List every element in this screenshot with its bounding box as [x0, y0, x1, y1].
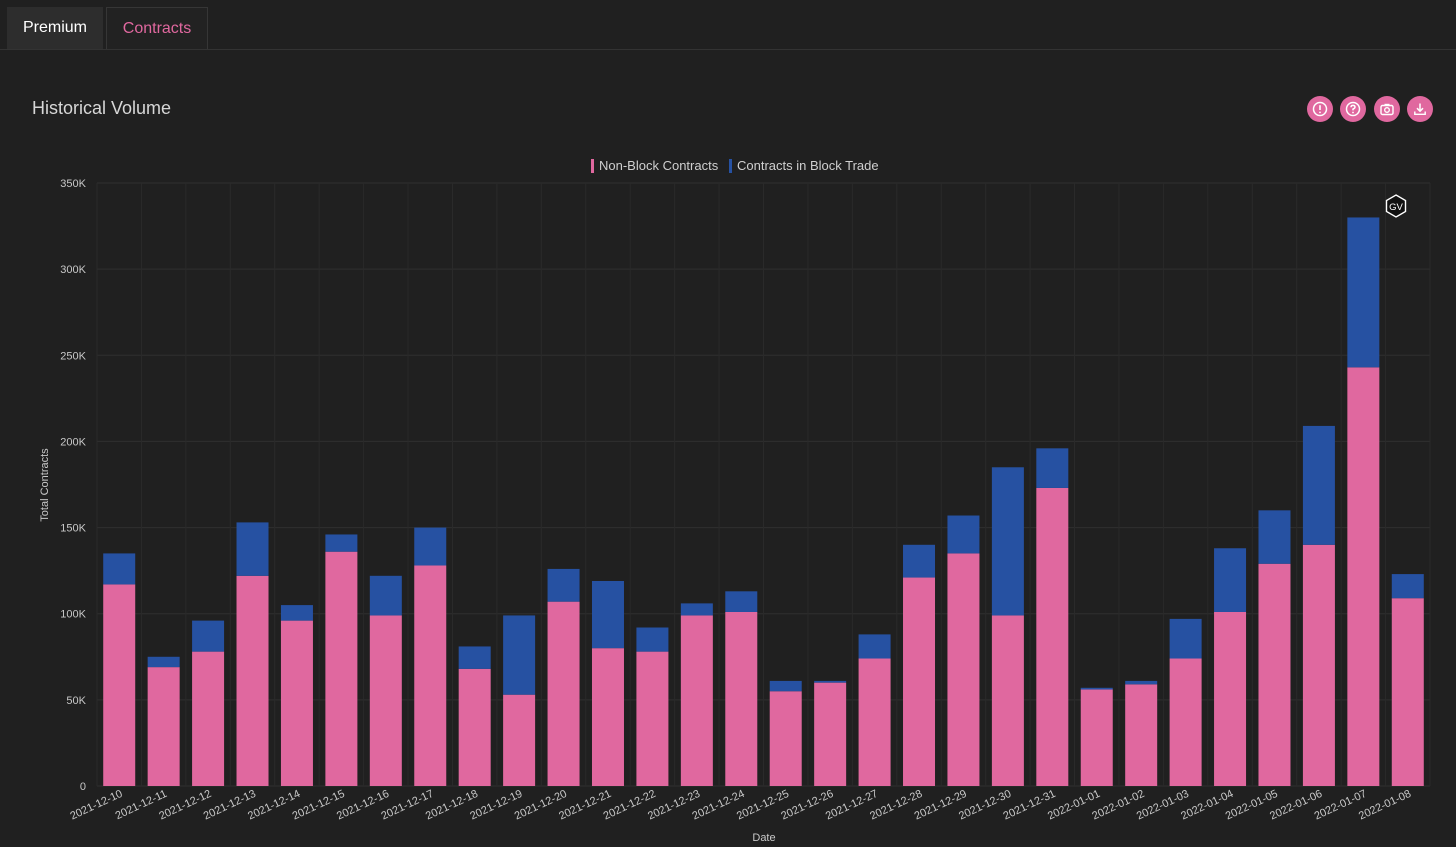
legend-item-block-trade[interactable]: Contracts in Block Trade [737, 158, 879, 173]
bar-block-trade[interactable] [1347, 217, 1380, 368]
bar-non-block[interactable] [458, 668, 491, 786]
bar-non-block[interactable] [814, 682, 847, 786]
bar-non-block[interactable] [591, 648, 624, 786]
bar-non-block[interactable] [192, 651, 225, 786]
alert-button[interactable] [1307, 96, 1333, 122]
x-axis-title: Date [752, 832, 775, 844]
download-icon [1414, 103, 1426, 116]
bar-block-trade[interactable] [325, 534, 358, 552]
bar-non-block[interactable] [947, 553, 980, 786]
tab-bar: Premium Contracts [0, 0, 1456, 50]
bar-non-block[interactable] [680, 615, 713, 786]
bar-non-block[interactable] [1036, 487, 1069, 786]
bar-non-block[interactable] [236, 575, 269, 786]
watermark-logo: GV [1385, 194, 1407, 218]
bar-block-trade[interactable] [503, 615, 536, 695]
tab-contracts[interactable]: Contracts [106, 7, 208, 49]
bar-block-trade[interactable] [1214, 548, 1247, 612]
watermark-text: GV [1389, 202, 1403, 213]
bar-block-trade[interactable] [369, 575, 402, 616]
y-tick-label: 300K [60, 264, 86, 276]
bar-block-trade[interactable] [103, 553, 136, 585]
tab-premium[interactable]: Premium [7, 7, 103, 49]
bar-block-trade[interactable] [680, 603, 713, 616]
bar-block-trade[interactable] [547, 568, 580, 602]
bar-block-trade[interactable] [591, 580, 624, 649]
bar-non-block[interactable] [1347, 367, 1380, 786]
download-button[interactable] [1407, 96, 1433, 122]
bar-block-trade[interactable] [991, 467, 1024, 616]
bar-non-block[interactable] [147, 667, 180, 786]
bar-block-trade[interactable] [147, 656, 180, 668]
camera-icon [1380, 103, 1394, 116]
legend: Non-Block Contracts Contracts in Block Tr… [591, 158, 879, 173]
bar-non-block[interactable] [503, 694, 536, 786]
bar-block-trade[interactable] [858, 634, 891, 659]
bar-block-trade[interactable] [725, 591, 758, 612]
legend-item-non-block[interactable]: Non-Block Contracts [599, 158, 719, 173]
bar-non-block[interactable] [1214, 611, 1247, 786]
screenshot-button[interactable] [1374, 96, 1400, 122]
bar-block-trade[interactable] [1391, 574, 1424, 599]
bar-block-trade[interactable] [192, 620, 225, 652]
bar-block-trade[interactable] [636, 627, 669, 652]
y-tick-label: 200K [60, 436, 86, 448]
bar-block-trade[interactable] [458, 646, 491, 669]
bar-non-block[interactable] [1125, 684, 1158, 786]
bar-non-block[interactable] [903, 577, 936, 786]
y-tick-label: 0 [80, 781, 86, 793]
bar-non-block[interactable] [369, 615, 402, 786]
legend-marker [591, 159, 594, 173]
alert-icon [1312, 101, 1328, 117]
bar-block-trade[interactable] [1258, 510, 1291, 564]
bar-non-block[interactable] [725, 611, 758, 786]
bar-non-block[interactable] [636, 651, 669, 786]
bar-block-trade[interactable] [1169, 618, 1202, 659]
legend-marker [729, 159, 732, 173]
bar-block-trade[interactable] [1080, 687, 1113, 690]
bar-block-trade[interactable] [947, 515, 980, 554]
bar-non-block[interactable] [1169, 658, 1202, 786]
bar-non-block[interactable] [414, 565, 447, 786]
bar-non-block[interactable] [991, 615, 1024, 786]
bar-block-trade[interactable] [769, 680, 802, 692]
bar-block-trade[interactable] [236, 522, 269, 576]
bar-non-block[interactable] [547, 601, 580, 786]
bar-non-block[interactable] [858, 658, 891, 786]
y-tick-label: 50K [66, 695, 86, 707]
help-icon [1345, 101, 1361, 117]
bar-non-block[interactable] [1302, 544, 1335, 786]
bar-non-block[interactable] [769, 691, 802, 786]
y-tick-label: 350K [60, 178, 86, 190]
y-axis-title: Total Contracts [39, 448, 51, 522]
help-button[interactable] [1340, 96, 1366, 122]
bar-non-block[interactable] [325, 551, 358, 786]
panel-title: Historical Volume [32, 98, 172, 118]
y-tick-label: 100K [60, 609, 86, 621]
bar-block-trade[interactable] [414, 527, 447, 566]
bar-non-block[interactable] [1080, 689, 1113, 786]
bar-non-block[interactable] [103, 584, 136, 786]
y-tick-label: 250K [60, 350, 86, 362]
bar-block-trade[interactable] [814, 680, 847, 683]
bar-block-trade[interactable] [1125, 680, 1158, 685]
grid [96, 182, 1431, 787]
y-tick-label: 150K [60, 523, 86, 535]
bar-block-trade[interactable] [280, 605, 313, 621]
bar-non-block[interactable] [1258, 563, 1291, 786]
bar-block-trade[interactable] [903, 544, 936, 578]
bar-non-block[interactable] [1391, 598, 1424, 786]
bar-block-trade[interactable] [1302, 425, 1335, 545]
bar-block-trade[interactable] [1036, 448, 1069, 488]
bar-non-block[interactable] [280, 620, 313, 786]
bars [103, 217, 1424, 786]
